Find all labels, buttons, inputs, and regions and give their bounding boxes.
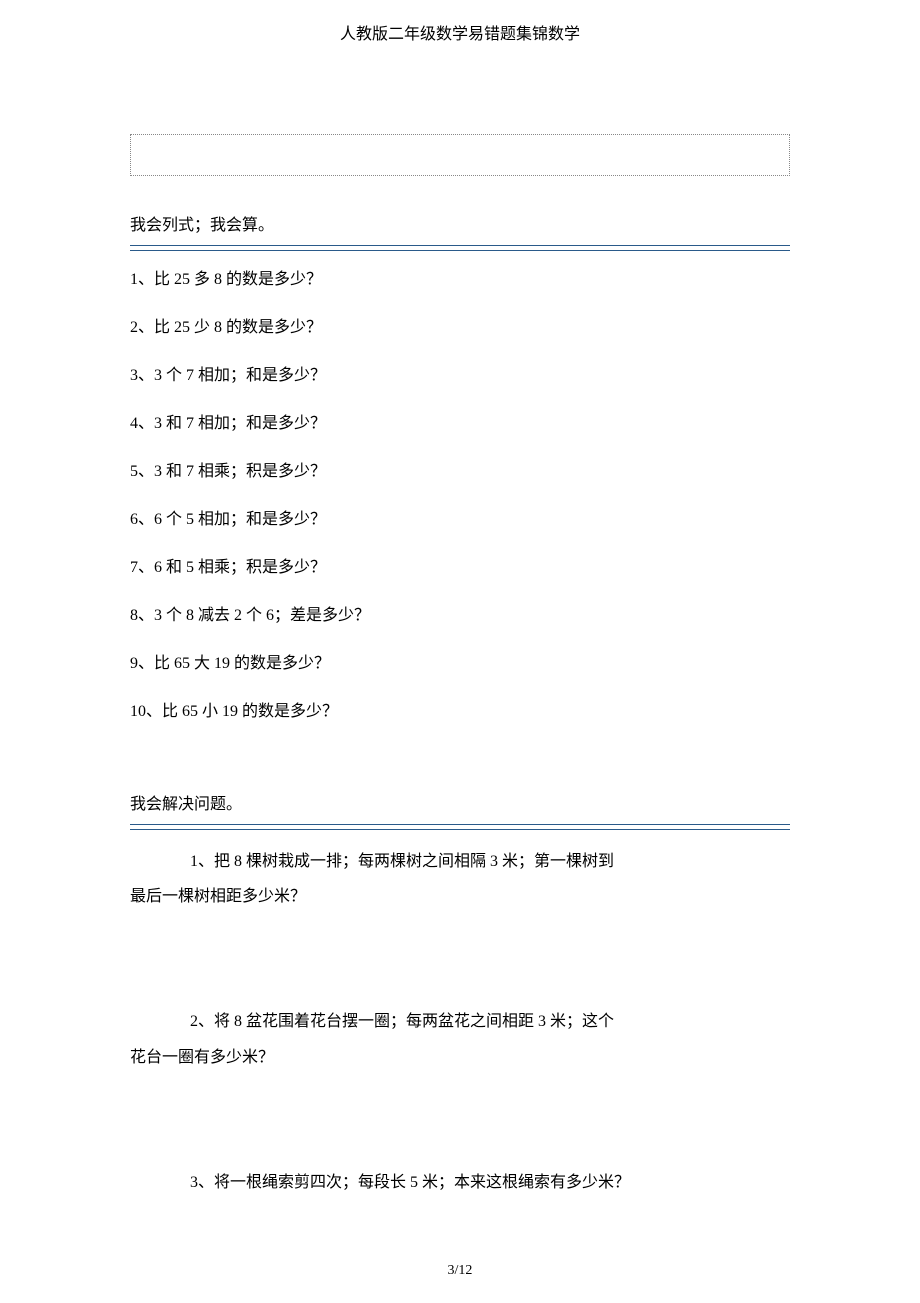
divider-rule-1 [130, 245, 790, 251]
list-item: 6、6 个 5 相加；和是多少？ [130, 505, 790, 529]
decorative-dotted-box [130, 134, 790, 176]
problem-text-line: 最后一棵树相距多少米？ [130, 879, 790, 914]
divider-rule-2 [130, 824, 790, 830]
word-problem-3: 3、将一根绳索剪四次；每段长 5 米；本来这根绳索有多少米？ [130, 1165, 790, 1200]
list-item: 10、比 65 小 19 的数是多少？ [130, 697, 790, 721]
document-title: 人教版二年级数学易错题集锦数学 [130, 20, 790, 44]
problem-text-line: 花台一圈有多少米？ [130, 1040, 790, 1075]
list-item: 8、3 个 8 减去 2 个 6；差是多少？ [130, 601, 790, 625]
problem-text-line: 3、将一根绳索剪四次；每段长 5 米；本来这根绳索有多少米？ [130, 1165, 790, 1200]
section-2-intro: 我会解决问题。 [130, 790, 790, 814]
question-list: 1、比 25 多 8 的数是多少？ 2、比 25 少 8 的数是多少？ 3、3 … [130, 265, 790, 721]
word-problem-1: 1、把 8 棵树栽成一排；每两棵树之间相隔 3 米；第一棵树到 最后一棵树相距多… [130, 844, 790, 914]
spacer [130, 1075, 790, 1165]
section-1-intro: 我会列式；我会算。 [130, 211, 790, 235]
list-item: 7、6 和 5 相乘；积是多少？ [130, 553, 790, 577]
spacer [130, 914, 790, 1004]
page: 人教版二年级数学易错题集锦数学 我会列式；我会算。 1、比 25 多 8 的数是… [0, 0, 920, 1303]
problem-text-line: 2、将 8 盆花围着花台摆一圈；每两盆花之间相距 3 米；这个 [130, 1004, 790, 1039]
list-item: 5、3 和 7 相乘；积是多少？ [130, 457, 790, 481]
word-problem-2: 2、将 8 盆花围着花台摆一圈；每两盆花之间相距 3 米；这个 花台一圈有多少米… [130, 1004, 790, 1074]
list-item: 4、3 和 7 相加；和是多少？ [130, 409, 790, 433]
list-item: 2、比 25 少 8 的数是多少？ [130, 313, 790, 337]
problem-text-line: 1、把 8 棵树栽成一排；每两棵树之间相隔 3 米；第一棵树到 [130, 844, 790, 879]
page-number: 3/12 [0, 1263, 920, 1279]
list-item: 1、比 25 多 8 的数是多少？ [130, 265, 790, 289]
list-item: 3、3 个 7 相加；和是多少？ [130, 361, 790, 385]
list-item: 9、比 65 大 19 的数是多少？ [130, 649, 790, 673]
spacer [130, 745, 790, 790]
